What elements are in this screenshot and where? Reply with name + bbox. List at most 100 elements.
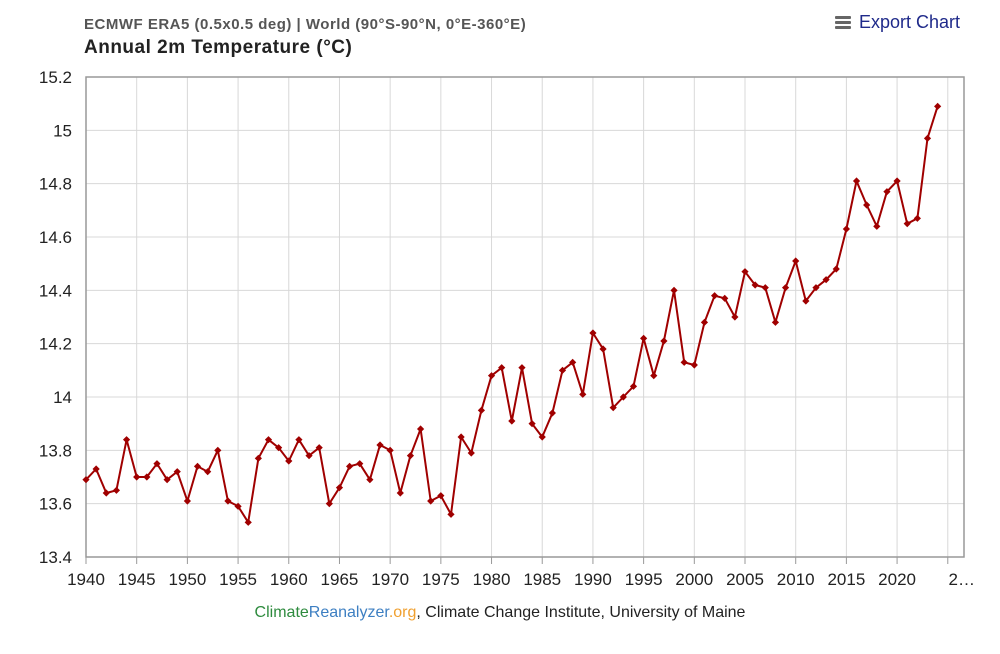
data-point[interactable]: 1962: 13.78 [305,452,313,460]
data-point[interactable]: 1956: 13.53 [244,518,252,526]
data-point[interactable]: 1950: 13.61 [183,497,191,505]
data-point[interactable]: 1987: 14.1 [558,366,567,374]
data-point[interactable]: 2006: 14.42 [751,281,759,289]
data-point[interactable]: 2010: 14.51 [792,257,800,265]
data-point[interactable]: 1960: 13.76 [285,457,293,465]
data-point[interactable]: 1975: 13.63 [437,492,445,500]
chart-title: Annual 2m Temperature (°C) [84,37,353,58]
data-point[interactable]: 1981: 14.11 [498,364,506,372]
data-point[interactable]: 1959: 13.81 [275,444,283,452]
data-point[interactable]: 2002: 14.38 [710,292,719,300]
data-point[interactable]: 2023: 14.97 [923,134,932,142]
data-point[interactable]: 1995: 14.22 [640,334,648,342]
data-point[interactable]: 1999: 14.13 [680,358,688,366]
data-point[interactable]: 2005: 14.47 [741,268,749,276]
x-tick-label: 1990 [574,570,612,589]
data-point[interactable]: 2001: 14.28 [700,318,709,326]
data-point[interactable]: 1963: 13.81 [315,444,323,452]
data-point[interactable]: 1988: 14.13 [569,358,577,366]
x-tick-label: 1940 [67,570,105,589]
data-point[interactable]: 1943: 13.65 [112,486,121,494]
data-point[interactable]: 1945: 13.7 [133,473,141,481]
data-point[interactable]: 1982: 13.91 [508,417,516,425]
data-point[interactable]: 1990: 14.24 [589,329,597,337]
data-point[interactable]: 1978: 13.79 [467,449,475,457]
credits-link-climate[interactable]: Climate [254,604,309,621]
data-point[interactable]: 1989: 14.01 [579,390,587,398]
data-point[interactable]: 1948: 13.69 [163,476,171,484]
data-point[interactable]: 2013: 14.44 [822,276,830,284]
credits-link-org[interactable]: .org [388,604,417,621]
data-point[interactable]: 1944: 13.84 [122,436,131,444]
data-point[interactable]: 1972: 13.78 [406,452,415,460]
data-point[interactable]: 1965: 13.66 [335,484,344,492]
data-point[interactable]: 1992: 13.96 [609,404,617,412]
data-point[interactable]: 1986: 13.94 [548,409,556,417]
data-point[interactable]: 1968: 13.69 [366,476,374,484]
data-point[interactable]: 2007: 14.41 [761,284,769,292]
y-tick-label: 13.6 [39,495,72,514]
x-tick-label: 2020 [878,570,916,589]
data-point[interactable]: 2020: 14.81 [893,177,901,185]
y-tick-label: 14.4 [39,281,72,300]
data-point[interactable]: 2014: 14.48 [832,265,840,273]
data-point[interactable]: 1954: 13.61 [224,497,232,505]
data-point[interactable]: 1985: 13.85 [538,433,546,441]
data-point[interactable]: 1958: 13.84 [264,436,273,444]
data-point[interactable]: 2009: 14.41 [781,284,790,292]
data-point[interactable]: 1961: 13.84 [295,436,303,444]
data-point[interactable]: 2024: 15.09 [934,102,942,110]
data-point[interactable]: 1976: 13.56 [447,510,455,518]
data-point[interactable]: 2012: 14.41 [812,284,820,292]
data-point[interactable]: 2019: 14.77 [883,188,891,196]
data-point[interactable]: 1973: 13.88 [416,425,425,433]
x-tick-label: 1995 [625,570,663,589]
data-point[interactable]: 1997: 14.21 [660,337,668,345]
data-point[interactable]: 1970: 13.8 [386,446,394,454]
data-point[interactable]: 1967: 13.75 [356,460,364,468]
data-point[interactable]: 1984: 13.9 [528,420,536,428]
data-point[interactable]: 1983: 14.11 [518,364,526,372]
credits-link-reanalyzer[interactable]: Reanalyzer [308,604,389,621]
data-point[interactable]: 2011: 14.36 [802,297,810,305]
data-point[interactable]: 1951: 13.74 [193,462,202,470]
data-point[interactable]: 1949: 13.72 [173,468,181,476]
data-point[interactable]: 1952: 13.72 [204,468,212,476]
data-point[interactable]: 2018: 14.64 [873,222,881,230]
data-point[interactable]: 2008: 14.28 [771,318,780,326]
data-point[interactable]: 1947: 13.75 [153,460,161,468]
data-point[interactable]: 2021: 14.65 [903,220,911,228]
data-point[interactable]: 1969: 13.82 [376,441,384,449]
data-point[interactable]: 1993: 14 [619,393,627,401]
y-tick-label: 14 [53,388,72,407]
data-point[interactable]: 1998: 14.4 [670,286,678,294]
data-point[interactable]: 1974: 13.61 [427,497,435,505]
export-chart-button[interactable]: Export Chart [834,12,960,33]
data-point[interactable]: 1940: 13.69 [82,476,90,484]
y-tick-label: 14.6 [39,228,72,247]
data-point[interactable]: 1957: 13.77 [254,454,262,462]
data-point[interactable]: 1980: 14.08 [487,372,496,380]
x-tick-label: 1975 [422,570,460,589]
export-chart-label: Export Chart [858,12,960,32]
data-point[interactable]: 1946: 13.7 [143,473,151,481]
data-point[interactable]: 1979: 13.95 [477,406,486,414]
data-point[interactable]: 2017: 14.72 [863,201,871,209]
data-point[interactable]: 1964: 13.6 [325,500,333,508]
data-point[interactable]: 2016: 14.81 [852,177,861,185]
data-point[interactable]: 1953: 13.8 [214,446,222,454]
data-point[interactable]: 2003: 14.37 [721,294,729,302]
data-point[interactable]: 1955: 13.59 [234,502,242,510]
data-point[interactable]: 2004: 14.3 [731,313,739,321]
data-point[interactable]: 2022: 14.67 [913,214,921,222]
data-point[interactable]: 1971: 13.64 [396,489,404,497]
data-point[interactable]: 1941: 13.73 [92,465,100,473]
data-point[interactable]: 1966: 13.74 [346,462,354,470]
data-point[interactable]: 1977: 13.85 [457,433,465,441]
data-point[interactable]: 1994: 14.04 [629,382,638,390]
data-point[interactable]: 1942: 13.64 [102,489,110,497]
data-point[interactable]: 1996: 14.08 [650,372,658,380]
data-point[interactable]: 1991: 14.18 [599,345,607,353]
data-point[interactable]: 2000: 14.12 [690,361,698,369]
data-point[interactable]: 2015: 14.63 [842,225,850,233]
